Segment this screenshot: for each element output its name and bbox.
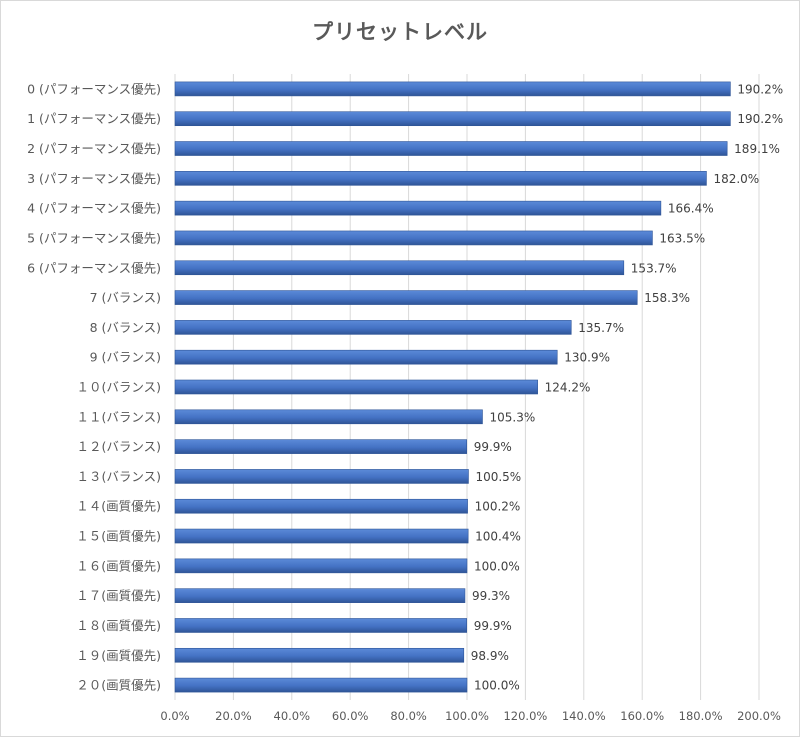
category-label: 3 (パフォーマンス優先) — [27, 171, 161, 186]
bar — [174, 141, 728, 156]
bar — [174, 498, 468, 514]
value-labels: 190.2% 190.2% 189.1% 182.0% 166.4% 163.5% 153.… — [471, 82, 783, 692]
x-axis-ticks: 0.0% 20.0% 40.0% 60.0% 80.0% 100.0% 120.0% 140.… — [160, 709, 781, 723]
bar — [174, 558, 468, 574]
category-label: 8 (バランス) — [90, 320, 161, 335]
category-label: １２(バランス) — [76, 439, 161, 454]
category-label: １６(画質優先) — [76, 558, 161, 573]
data-label: 99.9% — [474, 619, 512, 633]
bar — [174, 677, 468, 693]
x-tick-label: 140.0% — [562, 709, 606, 723]
category-label: 9 (バランス) — [90, 350, 161, 365]
data-label: 124.2% — [545, 381, 591, 395]
bar — [174, 200, 662, 216]
bar — [174, 439, 468, 454]
data-label: 99.3% — [472, 589, 510, 603]
category-label: 6 (パフォーマンス優先) — [27, 260, 161, 275]
category-label: １８(画質優先) — [76, 618, 161, 633]
category-label: 1 (パフォーマンス優先) — [27, 111, 161, 126]
bar — [174, 409, 483, 425]
bar — [174, 320, 572, 335]
data-label: 158.3% — [644, 291, 690, 305]
data-label: 100.5% — [475, 470, 521, 484]
data-label: 100.0% — [474, 679, 520, 693]
data-label: 100.0% — [474, 559, 520, 573]
x-tick-label: 200.0% — [737, 709, 781, 723]
bar — [174, 588, 466, 603]
category-label: 5 (パフォーマンス優先) — [27, 230, 161, 245]
data-label: 100.2% — [475, 500, 521, 514]
data-label: 100.4% — [475, 530, 521, 544]
category-label: 4 (パフォーマンス優先) — [27, 201, 161, 216]
bar — [174, 230, 653, 246]
bar — [174, 618, 468, 633]
category-label: １４(画質優先) — [76, 499, 161, 514]
bar — [174, 349, 558, 365]
category-label: 2 (パフォーマンス優先) — [27, 141, 161, 156]
bar — [174, 528, 469, 544]
x-tick-label: 20.0% — [215, 709, 252, 723]
x-tick-label: 160.0% — [620, 709, 664, 723]
x-tick-label: 80.0% — [390, 709, 427, 723]
bar — [174, 379, 538, 395]
bars — [174, 81, 731, 693]
x-tick-label: 180.0% — [679, 709, 723, 723]
data-label: 182.0% — [713, 172, 759, 186]
bar — [174, 260, 625, 276]
bar — [174, 111, 731, 127]
bar — [174, 81, 731, 97]
data-label: 189.1% — [734, 142, 780, 156]
category-label: １５(画質優先) — [76, 529, 161, 544]
data-label: 166.4% — [668, 202, 714, 216]
data-label: 153.7% — [631, 261, 677, 275]
data-label: 98.9% — [471, 649, 509, 663]
category-label: １３(バランス) — [76, 469, 161, 484]
category-label: ２０(画質優先) — [76, 678, 161, 693]
bar — [174, 647, 465, 663]
x-tick-label: 40.0% — [274, 709, 311, 723]
bar — [174, 171, 707, 186]
data-label: 163.5% — [659, 231, 705, 245]
data-label: 105.3% — [489, 410, 535, 424]
category-label: １１(バランス) — [76, 409, 161, 424]
data-label: 130.9% — [564, 351, 610, 365]
x-tick-label: 120.0% — [503, 709, 547, 723]
data-label: 190.2% — [737, 82, 783, 96]
category-labels: 0 (パフォーマンス優先) 1 (パフォーマンス優先) 2 (パフォーマンス優先) 3… — [27, 81, 161, 692]
bar — [174, 469, 469, 484]
x-tick-label: 0.0% — [160, 709, 189, 723]
category-label: １７(画質優先) — [76, 588, 161, 603]
x-tick-label: 100.0% — [445, 709, 489, 723]
data-label: 99.9% — [474, 440, 512, 454]
category-label: １０(バランス) — [76, 380, 161, 395]
chart-title: プリセットレベル — [312, 20, 488, 44]
category-label: 7 (バランス) — [90, 290, 161, 305]
x-tick-label: 60.0% — [332, 709, 369, 723]
bar — [174, 290, 638, 305]
data-label: 135.7% — [578, 321, 624, 335]
category-label: １９(画質優先) — [76, 648, 161, 663]
category-label: 0 (パフォーマンス優先) — [27, 81, 161, 96]
data-label: 190.2% — [737, 112, 783, 126]
